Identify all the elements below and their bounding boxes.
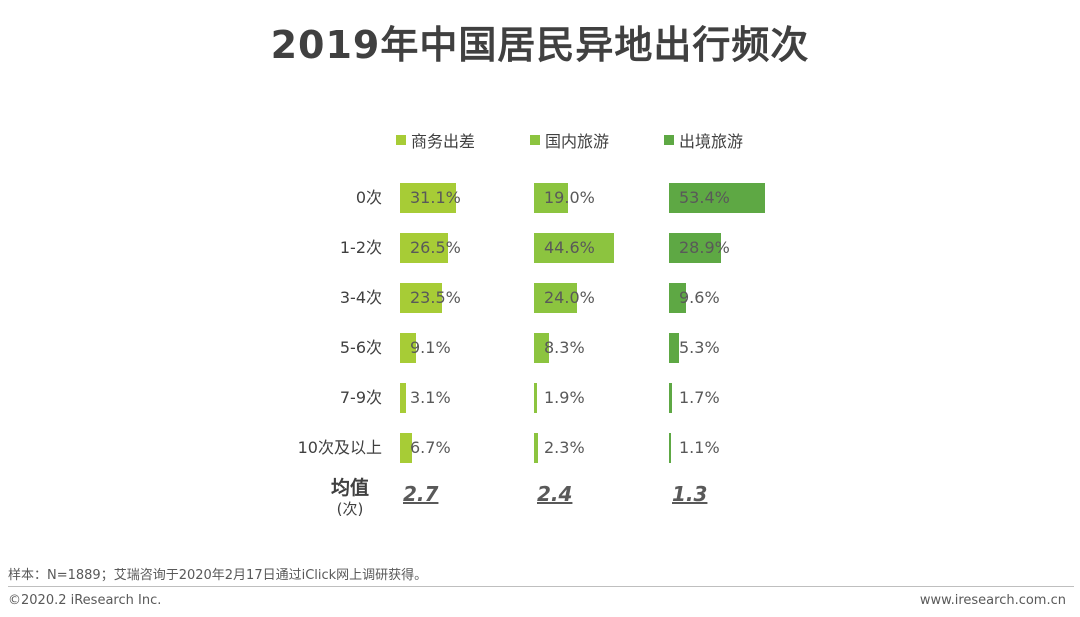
legend-label: 商务出差 [411,132,476,151]
bar [400,383,406,413]
average-unit-text: (次) [336,500,364,518]
data-label: 31.1% [410,188,461,207]
average-value: 1.3 [672,482,708,506]
data-label: 53.4% [679,188,730,207]
category-label: 10次及以上 [297,438,382,457]
average-value: 2.4 [537,482,573,506]
copyright-text: ©2020.2 iResearch Inc. [8,593,162,608]
website-link: www.iresearch.com.cn [919,593,1066,608]
chart-legend: 商务出差 国内旅游 出境旅游 [0,128,1080,152]
legend-label: 国内旅游 [545,132,610,151]
data-label: 9.1% [410,338,451,357]
data-label: 1.7% [679,388,720,407]
data-label: 23.5% [410,288,461,307]
data-label: 1.1% [679,438,720,457]
average-value: 2.7 [403,482,439,506]
bar [534,233,615,263]
sample-note: 样本：N=1889；艾瑞咨询于2020年2月17日通过iClick网上调研获得。 [8,568,428,583]
data-label: 6.7% [410,438,451,457]
bar [534,383,538,413]
bar [400,183,456,213]
data-label: 8.3% [544,338,585,357]
data-label: 1.9% [544,388,585,407]
legend-item-1: 商务出差 [396,128,475,152]
legend-swatch [396,135,406,145]
bar [669,233,721,263]
data-label: 2.3% [544,438,585,457]
legend-item-2: 国内旅游 [530,128,609,152]
category-label: 7-9次 [339,388,382,407]
bar [669,433,671,463]
category-label: 1-2次 [339,238,382,257]
category-label: 3-4次 [339,288,382,307]
data-label: 3.1% [410,388,451,407]
chart-title: 2019年中国居民异地出行频次 [270,23,810,67]
data-label: 28.9% [679,238,730,257]
data-label: 24.0% [544,288,595,307]
category-label: 0次 [355,188,382,207]
average-label-text: 均值 [330,477,369,499]
bar [534,183,569,213]
average-label: 均值 (次) [310,476,390,518]
bar [534,283,578,313]
data-label: 5.3% [679,338,720,357]
bar [400,283,443,313]
bar [400,333,417,363]
bar [534,333,549,363]
data-label: 19.0% [544,188,595,207]
legend-item-3: 出境旅游 [664,128,743,152]
bar [669,333,679,363]
data-label: 9.6% [679,288,720,307]
bar [669,383,673,413]
bar [669,283,687,313]
bar [400,433,413,463]
data-label: 44.6% [544,238,595,257]
bar [534,433,539,463]
legend-swatch [664,135,674,145]
category-label: 5-6次 [339,338,382,357]
bar [669,183,766,213]
legend-swatch [530,135,540,145]
footer-divider [8,586,1074,587]
legend-label: 出境旅游 [679,132,744,151]
bar [400,233,448,263]
data-label: 26.5% [410,238,461,257]
